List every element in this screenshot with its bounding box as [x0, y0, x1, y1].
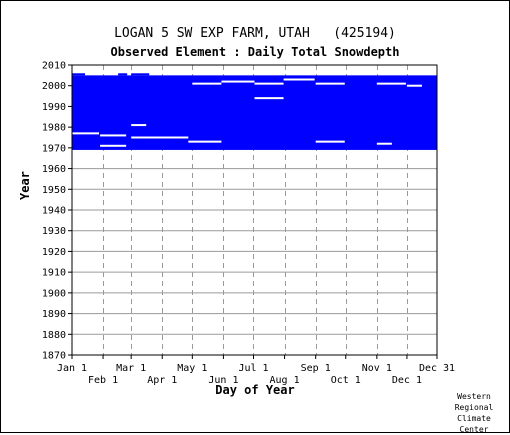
credit-line: Regional: [454, 403, 494, 412]
data-coverage-block: [72, 73, 86, 76]
y-tick-label: 2000: [42, 81, 66, 92]
missing-data-streak: [131, 124, 147, 127]
missing-data-streak: [192, 82, 222, 85]
y-tick-label: 1870: [42, 351, 66, 362]
x-tick-label: Dec 31: [419, 363, 455, 374]
x-tick-label: Jan 1: [57, 363, 87, 374]
y-tick-label: 1880: [42, 330, 66, 341]
y-tick-label: 1940: [42, 206, 66, 217]
x-tick-label: Sep 1: [301, 363, 331, 374]
credit-line: Center: [459, 425, 489, 434]
y-tick-label: 1920: [42, 247, 66, 258]
missing-data-streak: [376, 142, 392, 145]
x-axis-label: Day of Year: [215, 383, 295, 397]
data-coverage-block: [118, 73, 128, 76]
y-tick-label: 1970: [42, 143, 66, 154]
missing-data-streak: [131, 136, 189, 139]
y-tick-label: 2010: [42, 61, 66, 72]
missing-data-streak: [188, 140, 222, 143]
x-tick-label: May 1: [177, 363, 207, 374]
y-tick-label: 1910: [42, 268, 66, 279]
x-tick-label: Oct 1: [331, 375, 361, 386]
x-tick-label: Mar 1: [116, 363, 146, 374]
missing-data-streak: [376, 82, 406, 85]
missing-data-streak: [283, 78, 315, 81]
wrcc-credit: Western Regional Climate Center: [444, 391, 504, 435]
x-tick-label: Aug 1: [270, 375, 300, 386]
data-coverage-block: [131, 73, 150, 76]
x-tick-label: Dec 1: [392, 375, 422, 386]
missing-data-streak: [100, 134, 127, 137]
chart-subtitle: Observed Element : Daily Total Snowdepth: [110, 45, 400, 59]
x-tick-label: Jul 1: [238, 363, 268, 374]
chart-title: LOGAN 5 SW EXP FARM, UTAH (425194): [114, 26, 396, 41]
missing-data-streak: [406, 84, 422, 87]
y-tick-label: 1950: [42, 185, 66, 196]
credit-line: Climate: [457, 414, 491, 423]
x-tick-label: Jun 1: [208, 375, 238, 386]
x-tick-label: Nov 1: [362, 363, 392, 374]
missing-data-streak: [221, 80, 255, 83]
data-coverage-block: [72, 75, 437, 150]
x-tick-label: Feb 1: [88, 375, 118, 386]
y-tick-label: 1900: [42, 288, 66, 299]
missing-data-streak: [100, 144, 127, 147]
credit-line: Western: [457, 392, 491, 401]
y-tick-label: 1990: [42, 102, 66, 113]
y-tick-label: 1930: [42, 226, 66, 237]
missing-data-streak: [254, 97, 284, 100]
missing-data-streak: [315, 82, 345, 85]
x-tick-label: Apr 1: [147, 375, 177, 386]
y-tick-label: 1980: [42, 123, 66, 134]
y-tick-label: 1890: [42, 309, 66, 320]
missing-data-streak: [72, 132, 100, 135]
missing-data-streak: [254, 82, 284, 85]
missing-data-streak: [315, 140, 345, 143]
y-tick-label: 1960: [42, 164, 66, 175]
